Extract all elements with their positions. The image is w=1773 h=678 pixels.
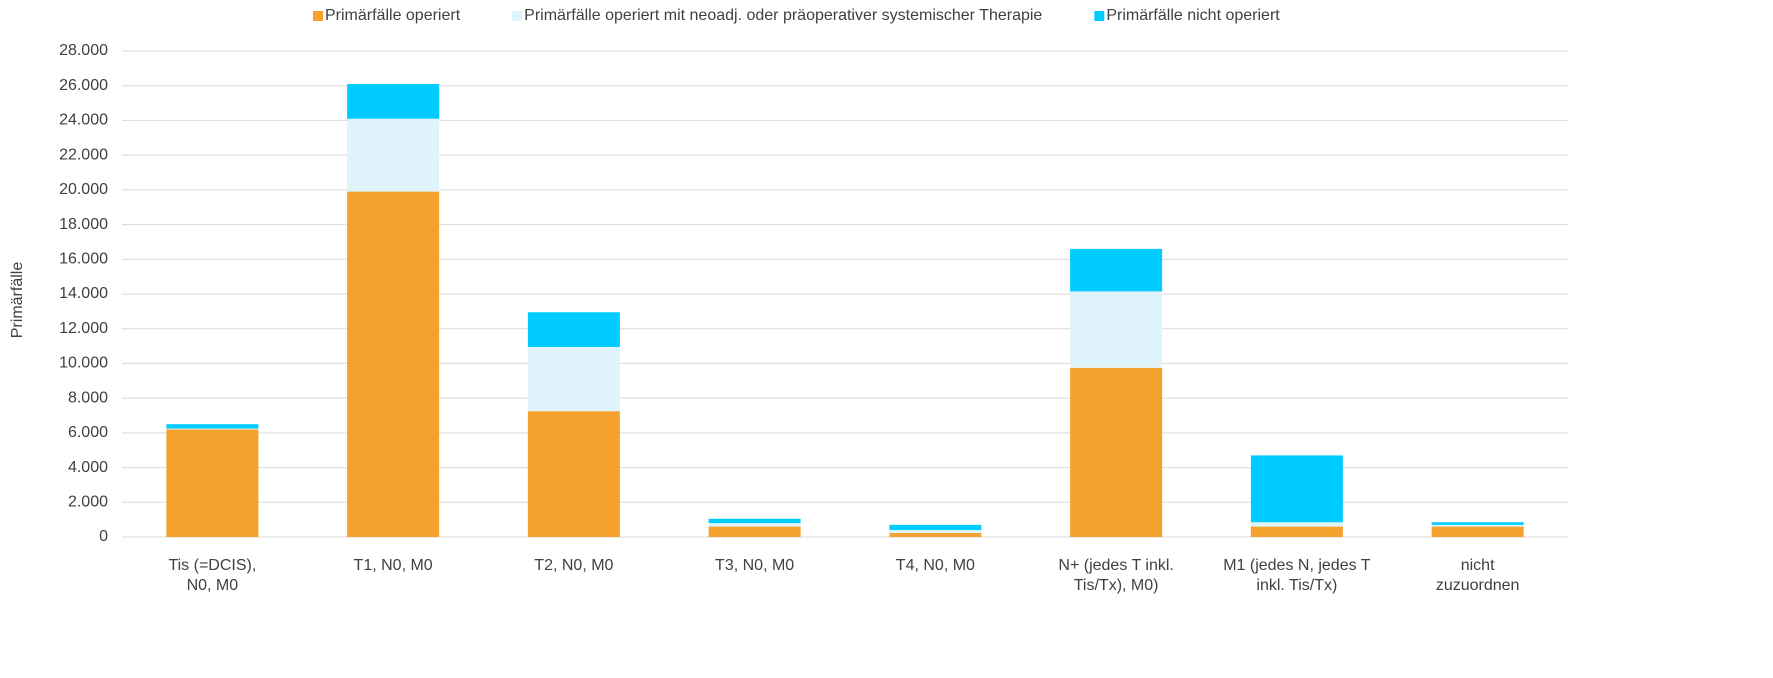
x-tick-label-line: T2, N0, M0: [534, 557, 613, 574]
x-tick-label: T4, N0, M0: [896, 557, 975, 574]
y-tick-label: 18.000: [59, 216, 108, 233]
bar-segment: [889, 533, 982, 537]
legend-label: Primärfälle nicht operiert: [1106, 7, 1280, 24]
bar-segment: [889, 530, 982, 534]
y-tick-label: 4.000: [68, 459, 108, 476]
bar-segment: [1431, 524, 1524, 527]
y-tick-label: 12.000: [59, 320, 108, 337]
x-tick-label-line: T3, N0, M0: [715, 557, 794, 574]
bar-segment: [1250, 526, 1343, 537]
x-tick-label-line: N+ (jedes T inkl.: [1058, 557, 1173, 574]
legend-label: Primärfälle operiert: [325, 7, 461, 24]
y-tick-label: 22.000: [59, 146, 108, 163]
y-tick-label: 28.000: [59, 42, 108, 59]
bar-segment: [527, 346, 620, 412]
bar-segment: [1431, 522, 1524, 525]
x-tick-label-line: zuzuordnen: [1436, 577, 1520, 594]
bar-segment: [347, 191, 440, 538]
bar-segment: [1250, 455, 1343, 523]
y-tick-label: 20.000: [59, 181, 108, 198]
x-tick-label-line: nicht: [1461, 557, 1495, 574]
legend-swatch: [1094, 11, 1105, 21]
y-tick-label: 26.000: [59, 77, 108, 94]
y-tick-label: 16.000: [59, 251, 108, 268]
bar-segment: [527, 411, 620, 537]
bar-segment: [708, 526, 801, 537]
y-tick-label: 14.000: [59, 285, 108, 302]
bar-segment: [166, 429, 259, 537]
bar-segment: [889, 524, 982, 531]
bar-segment: [1431, 526, 1524, 537]
x-tick-label: T3, N0, M0: [715, 557, 794, 574]
bar-segment: [166, 424, 259, 429]
bar-segment: [1250, 522, 1343, 527]
bar-segment: [1070, 248, 1163, 292]
bar-segment: [347, 118, 440, 192]
legend-swatch: [512, 11, 523, 21]
x-tick-label: nicht zuzuordnen: [1436, 557, 1520, 594]
x-tick-label: T1, N0, M0: [354, 557, 433, 574]
x-tick-label-line: T4, N0, M0: [896, 557, 975, 574]
y-tick-label: 6.000: [68, 424, 108, 441]
x-tick-label-line: N0, M0: [187, 577, 239, 594]
y-tick-label: 24.000: [59, 112, 108, 129]
x-tick-label: N+ (jedes T inkl. Tis/Tx), M0): [1058, 557, 1173, 594]
bar-segment: [1070, 367, 1163, 537]
bar-segment: [347, 83, 440, 119]
y-tick-label: 0: [99, 528, 108, 545]
y-tick-label: 10.000: [59, 355, 108, 372]
x-tick-label-line: Tis (=DCIS),: [168, 557, 256, 574]
bar-segment: [708, 523, 801, 527]
x-tick-label-line: inkl. Tis/Tx): [1256, 577, 1337, 594]
x-tick-label-line: Tis/Tx), M0): [1074, 577, 1159, 594]
x-tick-label: Tis (=DCIS), N0, M0: [168, 557, 256, 594]
bar-segment: [708, 518, 801, 524]
bar-segment: [1070, 291, 1163, 368]
bar-segment: [527, 312, 620, 347]
x-tick-label: M1 (jedes N, jedes T inkl. Tis/Tx): [1223, 557, 1371, 594]
y-tick-label: 8.000: [68, 389, 108, 406]
y-tick-label: 2.000: [68, 494, 108, 511]
x-tick-label: T2, N0, M0: [534, 557, 613, 574]
bar-segment: [166, 428, 259, 430]
y-axis-title: Primärfälle: [9, 262, 26, 339]
legend-label: Primärfälle operiert mit neoadj. oder pr…: [524, 7, 1042, 24]
x-tick-label-line: T1, N0, M0: [354, 557, 433, 574]
legend-swatch: [313, 11, 323, 21]
x-tick-label-line: M1 (jedes N, jedes T: [1223, 557, 1371, 574]
